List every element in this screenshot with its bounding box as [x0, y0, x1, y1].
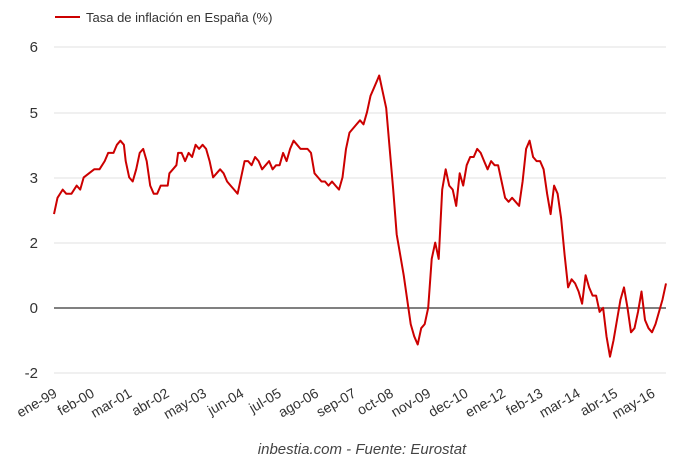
x-tick-label: may-16: [609, 385, 658, 422]
x-tick-label: jun-04: [204, 385, 247, 419]
x-tick-label: mar-01: [88, 385, 135, 421]
x-tick-label: sep-07: [313, 385, 358, 420]
x-tick-label: ago-06: [275, 385, 321, 421]
y-tick-label: 2: [30, 235, 38, 252]
gridlines: [54, 46, 666, 374]
x-tick-label: may-03: [161, 385, 210, 422]
x-tick-label: ene-99: [14, 385, 60, 421]
footer-source: inbestia.com - Fuente: Eurostat: [258, 441, 467, 458]
x-tick-label: ene-12: [462, 385, 508, 421]
y-tick-label: 5: [30, 105, 38, 122]
series-group: [53, 74, 667, 358]
x-tick-label: oct-08: [354, 385, 396, 418]
y-tick-label: 3: [30, 170, 38, 187]
legend-label: Tasa de inflación en España (%): [86, 10, 272, 25]
series-line: [53, 74, 667, 358]
x-tick-label: dec-10: [426, 385, 471, 420]
x-tick-label: mar-14: [536, 385, 583, 421]
y-tick-label: 0: [30, 300, 38, 317]
y-tick-label: -2: [25, 365, 38, 382]
y-axis-ticks: -2 0 2 3 5 6: [25, 39, 38, 382]
y-tick-label: 6: [30, 39, 38, 56]
legend: Tasa de inflación en España (%): [55, 10, 272, 25]
x-tick-label: nov-09: [388, 385, 433, 420]
